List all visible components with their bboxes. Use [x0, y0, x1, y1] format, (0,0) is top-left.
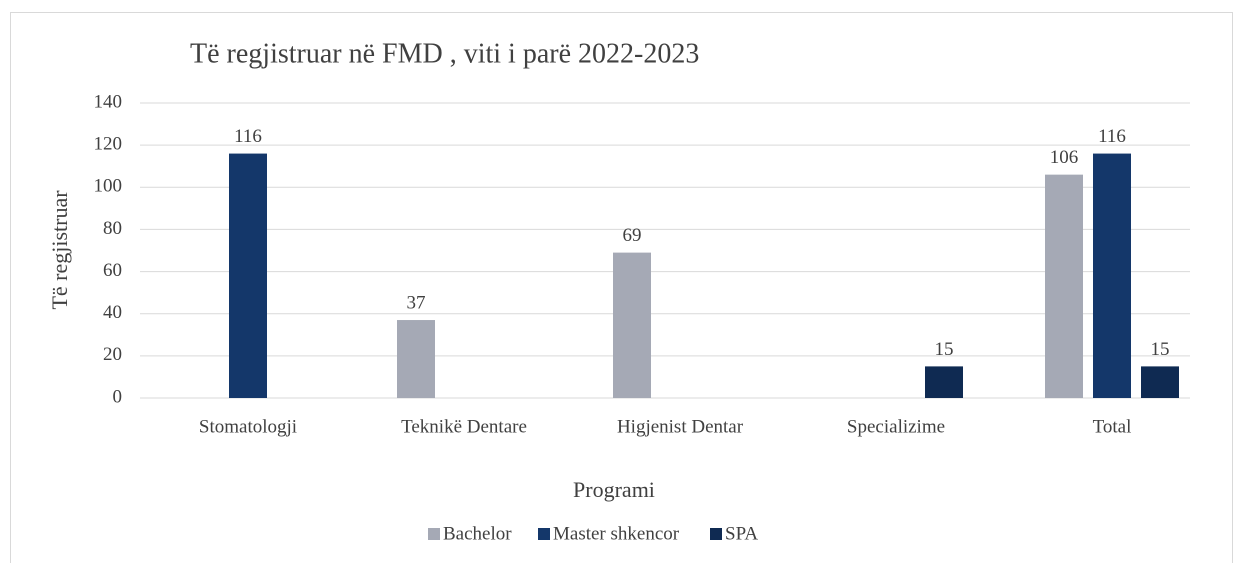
data-label: 69 [623, 225, 642, 246]
bar [1093, 153, 1131, 398]
data-label: 37 [407, 292, 426, 313]
legend-label: Master shkencor [553, 523, 680, 544]
x-tick-label: Specializime [847, 416, 945, 437]
legend-label: SPA [725, 523, 758, 544]
y-tick-label: 60 [103, 260, 122, 281]
y-tick-label: 40 [103, 302, 122, 323]
y-axis-title: Të regjistruar [47, 190, 72, 310]
bar [1045, 174, 1083, 398]
y-tick-label: 20 [103, 344, 122, 365]
bar [229, 153, 267, 398]
x-tick-label: Teknikë Dentare [401, 416, 527, 437]
bar [1141, 366, 1179, 398]
legend-label: Bachelor [443, 523, 512, 544]
bar [397, 320, 435, 398]
y-tick-label: 100 [94, 176, 123, 197]
legend-swatch [538, 528, 550, 540]
legend-swatch [710, 528, 722, 540]
data-label: 116 [234, 126, 262, 147]
data-label: 116 [1098, 126, 1126, 147]
bar [925, 366, 963, 398]
x-tick-label: Total [1093, 416, 1132, 437]
x-axis-title: Programi [573, 477, 655, 502]
data-label: 15 [1151, 339, 1170, 360]
data-label: 106 [1050, 147, 1079, 168]
y-tick-label: 120 [94, 134, 123, 155]
y-tick-label: 0 [113, 386, 123, 407]
data-label: 15 [935, 339, 954, 360]
y-tick-label: 140 [94, 91, 123, 112]
x-tick-label: Stomatologji [199, 416, 297, 437]
y-tick-label: 80 [103, 218, 122, 239]
legend-swatch [428, 528, 440, 540]
bar [613, 252, 651, 398]
x-tick-label: Higjenist Dentar [617, 416, 744, 437]
chart-title: Të regjistruar në FMD , viti i parë 2022… [190, 38, 699, 69]
